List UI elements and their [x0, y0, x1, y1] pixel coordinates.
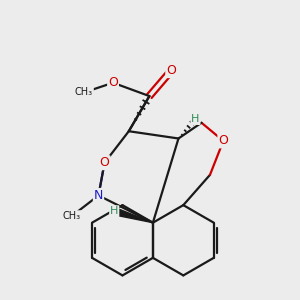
Text: N: N	[94, 189, 103, 202]
Text: O: O	[166, 64, 176, 77]
Polygon shape	[113, 208, 153, 223]
Text: O: O	[218, 134, 228, 147]
Text: H: H	[110, 206, 118, 216]
Text: O: O	[108, 76, 118, 89]
Text: CH₃: CH₃	[63, 211, 81, 221]
Text: O: O	[100, 156, 110, 169]
Text: H: H	[191, 114, 200, 124]
Text: CH₃: CH₃	[75, 87, 93, 98]
